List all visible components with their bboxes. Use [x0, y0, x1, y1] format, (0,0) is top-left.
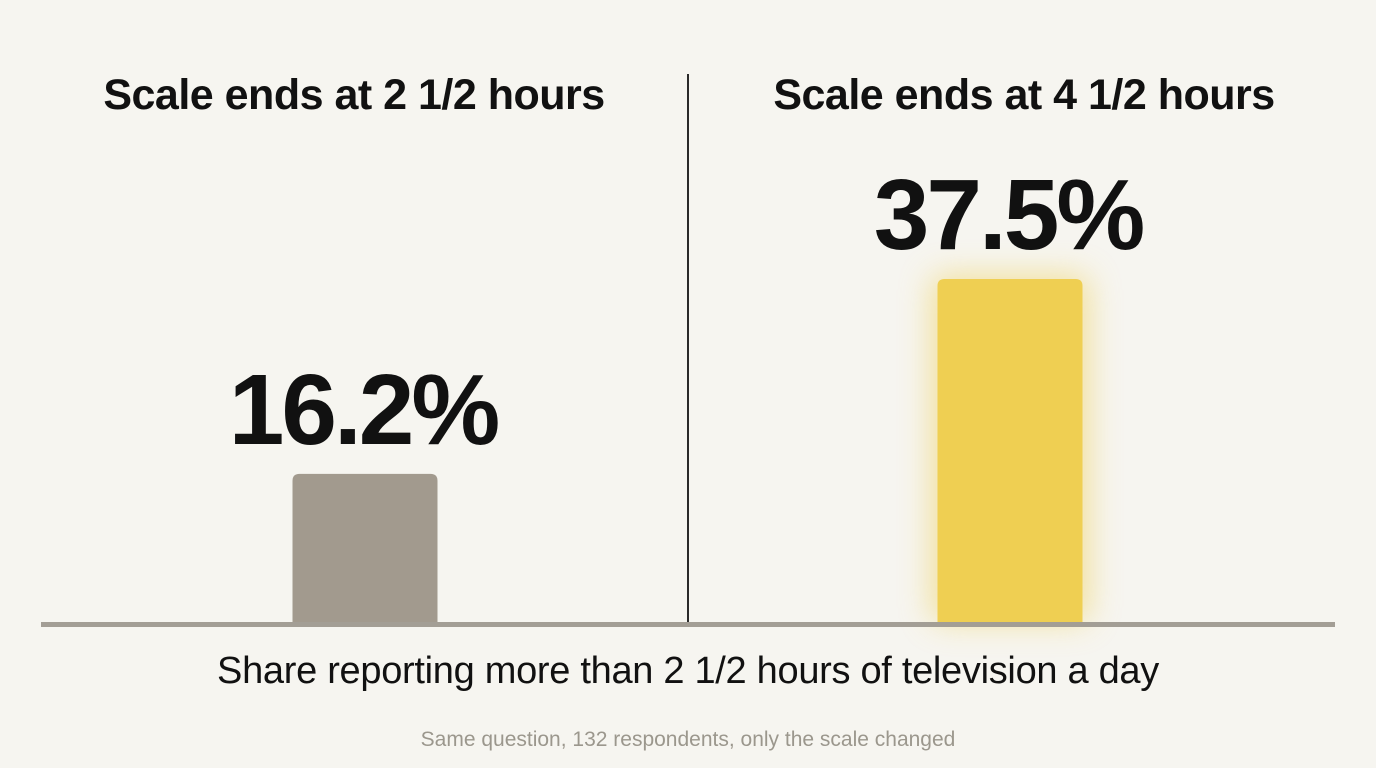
- bars-layer: [292, 279, 1083, 622]
- footnote: Same question, 132 respondents, only the…: [420, 728, 956, 751]
- value-label-right: 37.5%: [874, 159, 1144, 271]
- panel-divider: [687, 74, 689, 622]
- panel-title-right: Scale ends at 4 1/2 hours: [773, 71, 1275, 119]
- value-label-left: 16.2%: [229, 354, 499, 466]
- value-labels-layer: 16.2% 37.5%: [229, 159, 1147, 466]
- panel-title-left: Scale ends at 2 1/2 hours: [103, 71, 605, 119]
- x-axis-title: Share reporting more than 2 1/2 hours of…: [217, 650, 1159, 692]
- bar-left: [292, 473, 438, 622]
- bar-right: [937, 279, 1083, 622]
